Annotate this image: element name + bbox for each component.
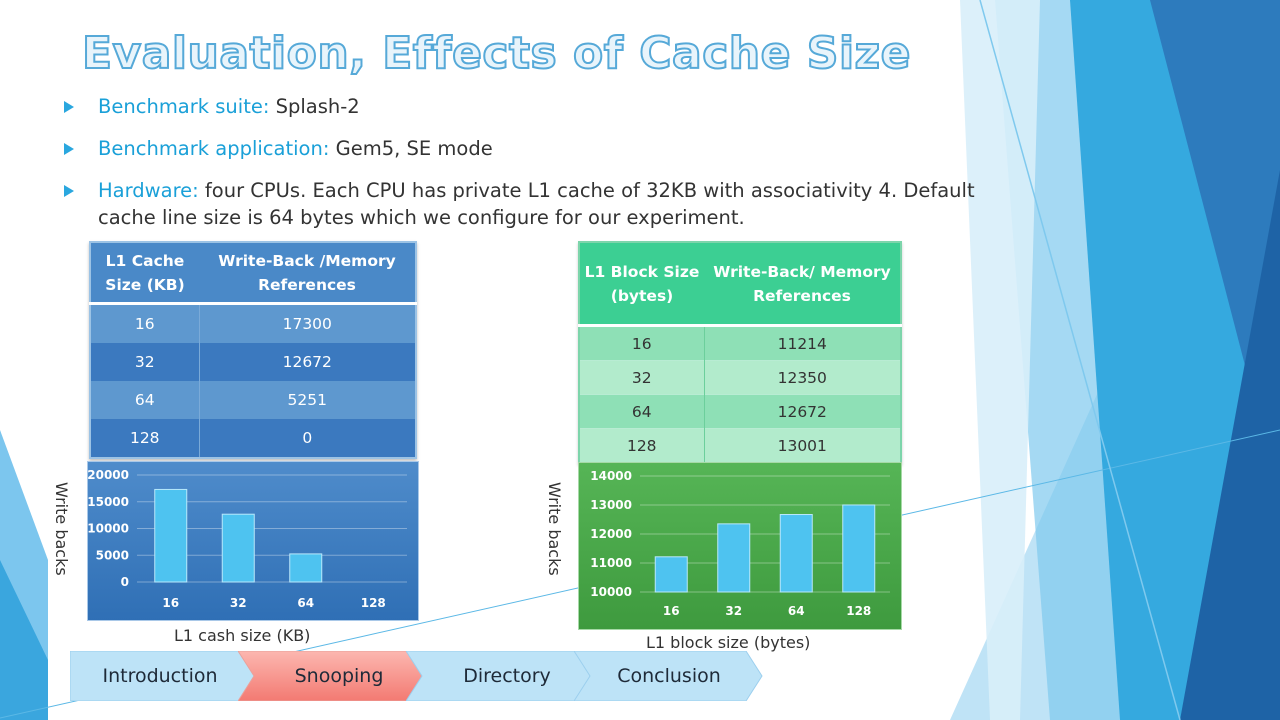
table-header: L1 Block Size (bytes)	[579, 242, 704, 327]
bullet-label: Benchmark application:	[98, 137, 330, 160]
y-tick-label: 12000	[590, 527, 632, 541]
nav-label: Snooping	[294, 665, 384, 687]
table-header: Write-Back /Memory References	[199, 242, 416, 305]
y-tick-label: 20000	[87, 468, 129, 482]
table-cell: 64	[90, 381, 200, 419]
nav-conclusion[interactable]: Conclusion	[574, 651, 764, 701]
table-cell: 32	[90, 343, 200, 381]
table-cell: 32	[579, 360, 705, 395]
bullet-text: Gem5, SE mode	[329, 137, 493, 160]
table-row: 64 5251	[90, 381, 416, 419]
table-cell: 128	[579, 428, 705, 463]
table-cell: 16	[579, 325, 705, 361]
table-row: 16 11214	[579, 325, 901, 361]
y-tick-label: 11000	[590, 556, 632, 570]
bar-64	[779, 514, 813, 593]
nav-label: Directory	[463, 665, 551, 687]
table-header: L1 Cache Size (KB)	[90, 242, 199, 305]
cache-size-chart: 20000 15000 10000 5000 0 16 32 64 128	[87, 461, 419, 621]
chevron-shape	[406, 651, 602, 701]
table-cell: 64	[579, 394, 705, 429]
x-tick-label: 32	[725, 604, 742, 618]
table-cell: 13001	[704, 428, 901, 463]
table-cell: 0	[199, 419, 416, 458]
bar-128	[842, 504, 876, 593]
block-size-table: L1 Block Size (bytes) Write-Back/ Memory…	[578, 241, 902, 464]
y-tick-label: 5000	[96, 548, 129, 562]
nav-label: Conclusion	[617, 665, 721, 687]
chevron-shape	[574, 651, 763, 701]
bullet-benchmark-application: Benchmark application: Gem5, SE mode	[64, 135, 984, 162]
nav-introduction[interactable]: Introduction	[70, 651, 266, 701]
bullet-hardware: Hardware: four CPUs. Each CPU has privat…	[64, 177, 980, 231]
table-cell: 128	[90, 419, 200, 458]
nav-label: Introduction	[102, 665, 218, 687]
chevron-shape	[238, 651, 434, 701]
table-cell: 12672	[704, 394, 901, 429]
bullet-text: four CPUs. Each CPU has private L1 cache…	[98, 179, 975, 229]
bar-32	[221, 513, 255, 583]
page-title: Evaluation, Effects of Cache Size	[81, 27, 912, 80]
bullet-label: Benchmark suite:	[98, 95, 270, 118]
bullet-label: Hardware:	[98, 179, 199, 202]
x-tick-label: 32	[230, 596, 247, 610]
y-tick-label: 10000	[87, 522, 129, 536]
triangle-bullet-icon	[64, 185, 74, 197]
x-axis-label: L1 block size (bytes)	[646, 633, 811, 652]
bullet-benchmark-suite: Benchmark suite: Splash-2	[64, 93, 984, 120]
y-tick-label: 0	[121, 575, 129, 589]
table-row: 32 12350	[579, 360, 901, 395]
table-row: 128 13001	[579, 428, 901, 463]
x-axis-label: L1 cash size (KB)	[174, 626, 311, 645]
table-cell: 11214	[704, 325, 901, 361]
bar-16	[654, 556, 688, 593]
y-tick-label: 15000	[87, 495, 129, 509]
y-tick-label: 13000	[590, 498, 632, 512]
table-row: 32 12672	[90, 343, 416, 381]
table-cell: 17300	[199, 303, 416, 343]
table-cell: 12672	[199, 343, 416, 381]
table-cell: 12350	[704, 360, 901, 395]
table-row: 16 17300	[90, 303, 416, 343]
table-header: Write-Back/ Memory References	[704, 242, 901, 327]
table-row: 64 12672	[579, 394, 901, 429]
x-tick-label: 64	[788, 604, 805, 618]
table-row: 128 0	[90, 419, 416, 458]
x-tick-label: 16	[663, 604, 680, 618]
block-size-chart: 14000 13000 12000 11000 10000 16 32 64 128	[578, 462, 902, 630]
x-tick-label: 16	[162, 596, 179, 610]
x-tick-label: 128	[846, 604, 871, 618]
nav-directory[interactable]: Directory	[406, 651, 602, 701]
nav-snooping[interactable]: Snooping	[238, 651, 434, 701]
bar-16	[154, 488, 188, 583]
triangle-bullet-icon	[64, 101, 74, 113]
y-axis-label: Write backs	[52, 482, 71, 576]
bar-32	[717, 523, 751, 593]
triangle-bullet-icon	[64, 143, 74, 155]
x-tick-label: 128	[361, 596, 386, 610]
table-cell: 5251	[199, 381, 416, 419]
bullet-text: Splash-2	[269, 95, 360, 118]
y-axis-label: Write backs	[545, 482, 564, 576]
cache-size-table: L1 Cache Size (KB) Write-Back /Memory Re…	[89, 241, 417, 459]
y-tick-label: 14000	[590, 469, 632, 483]
bar-64	[289, 553, 323, 583]
x-tick-label: 64	[297, 596, 314, 610]
table-cell: 16	[90, 303, 200, 343]
y-tick-label: 10000	[590, 585, 632, 599]
